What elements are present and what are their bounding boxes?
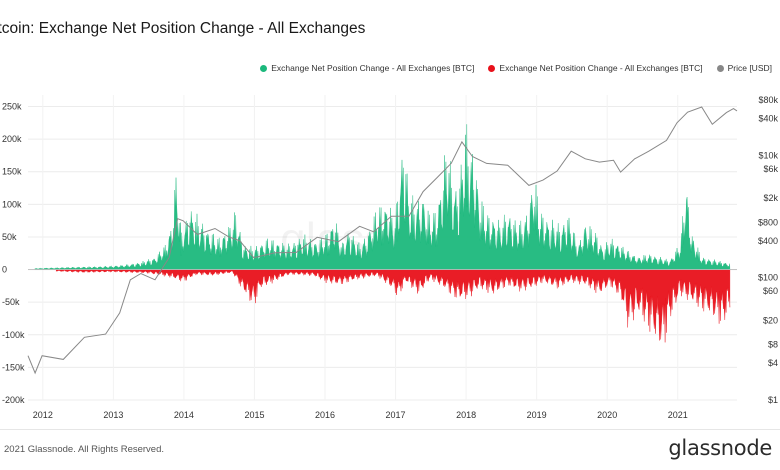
chart-plot-area: 250k 200k 150k 100k 50k 0 -50k -100k -150k -200k 2… xyxy=(2,95,778,420)
x-tick-label: 2020 xyxy=(597,410,617,420)
y-right-tick-label: $40k xyxy=(758,113,778,123)
legend-label-positive: Exchange Net Position Change - All Excha… xyxy=(271,63,475,73)
footer-divider xyxy=(0,429,780,430)
area-series-negative xyxy=(56,269,731,343)
y-left-tick-label: 250k xyxy=(2,102,22,112)
x-tick-label: 2015 xyxy=(244,410,264,420)
x-tick-label: 2013 xyxy=(103,410,123,420)
y-left-tick-label: 0 xyxy=(2,265,7,275)
legend-dot-red-icon xyxy=(488,64,496,72)
y-right-tick-label: $6k xyxy=(763,164,778,174)
price-line xyxy=(27,106,738,375)
y-left-tick-label: 200k xyxy=(2,134,22,144)
x-tick-label: 2016 xyxy=(315,410,335,420)
y-left-tick-label: -50k xyxy=(2,297,20,307)
legend-item-price[interactable]: Price [USD] xyxy=(716,63,772,73)
y-left-tick-label: 100k xyxy=(2,199,22,209)
y-right-tick-label: $800 xyxy=(758,217,778,227)
legend-item-negative[interactable]: Exchange Net Position Change - All Excha… xyxy=(488,63,703,73)
x-tick-label: 2014 xyxy=(174,410,194,420)
y-left-tick-label: -200k xyxy=(2,395,25,405)
x-tick-label: 2017 xyxy=(386,410,406,420)
y-right-tick-label: $1 xyxy=(768,395,778,405)
x-tick-label: 2018 xyxy=(456,410,476,420)
y-left-tick-label: -150k xyxy=(2,362,25,372)
legend-item-positive[interactable]: Exchange Net Position Change - All Excha… xyxy=(260,63,474,73)
y-left-tick-label: -100k xyxy=(2,330,25,340)
y-right-tick-label: $400 xyxy=(758,236,778,246)
y-right-tick-label: $20 xyxy=(763,315,778,325)
brand-logo: glassnode xyxy=(668,436,772,460)
legend-label-negative: Exchange Net Position Change - All Excha… xyxy=(499,63,703,73)
legend-dot-gray-icon xyxy=(716,64,724,72)
area-series-positive xyxy=(34,124,731,270)
y-left-tick-label: 150k xyxy=(2,167,22,177)
x-tick-label: 2012 xyxy=(33,410,53,420)
copyright-text: 2021 Glassnode. All Rights Reserved. xyxy=(4,444,165,455)
y-left-tick-label: 50k xyxy=(2,232,17,242)
chart-title: itcoin: Exchange Net Position Change - A… xyxy=(0,20,366,37)
y-right-tick-label: $100 xyxy=(758,273,778,283)
x-tick-label: 2021 xyxy=(668,410,688,420)
legend-label-price: Price [USD] xyxy=(727,63,772,73)
y-right-tick-label: $60 xyxy=(763,286,778,296)
chart-legend: Exchange Net Position Change - All Excha… xyxy=(260,63,772,73)
x-tick-label: 2019 xyxy=(527,410,547,420)
y-right-tick-label: $8 xyxy=(768,340,778,350)
legend-dot-green-icon xyxy=(260,64,268,72)
y-right-tick-label: $4 xyxy=(768,358,778,368)
y-right-tick-label: $10k xyxy=(758,150,778,160)
y-right-tick-label: $2k xyxy=(763,193,778,203)
y-right-tick-label: $80k xyxy=(758,95,778,105)
